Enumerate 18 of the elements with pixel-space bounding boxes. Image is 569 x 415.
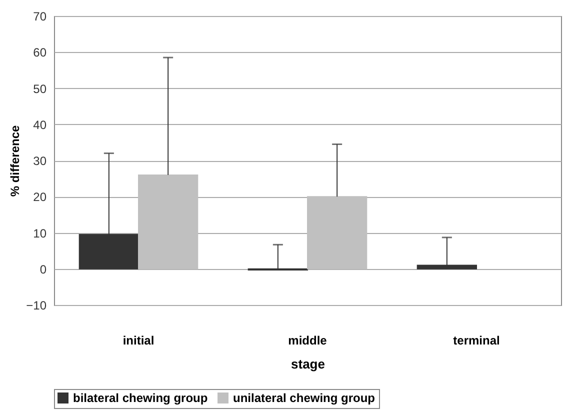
- y-tick-label: 50: [33, 82, 47, 96]
- y-tick-label: −10: [26, 298, 47, 312]
- y-tick-label: 0: [40, 262, 47, 276]
- y-tick-label: 20: [33, 190, 47, 204]
- y-axis-title: % difference: [8, 125, 22, 197]
- y-tick-label: 10: [33, 226, 47, 240]
- bar: [307, 196, 368, 270]
- y-tick-label: 40: [33, 118, 47, 132]
- x-tick-label: middle: [288, 334, 328, 348]
- y-tick-label: 70: [33, 10, 47, 24]
- bar: [138, 174, 198, 270]
- y-tick-label: 30: [33, 154, 47, 168]
- x-tick-label: initial: [122, 334, 154, 348]
- x-tick-label: terminal: [453, 334, 500, 348]
- y-tick-label: 60: [33, 46, 47, 60]
- legend-label: unilateral chewing group: [233, 391, 376, 405]
- x-axis-title: stage: [291, 356, 325, 372]
- legend-label: bilateral chewing group: [73, 391, 208, 405]
